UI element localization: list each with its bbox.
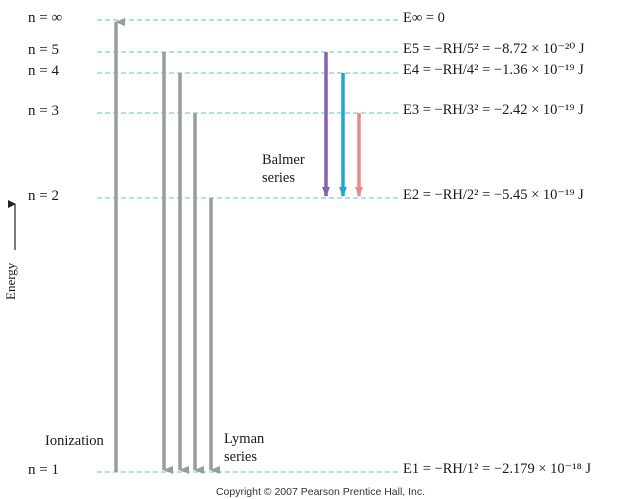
lyman-label-line-1: Lyman <box>224 431 265 447</box>
copyright-notice: Copyright © 2007 Pearson Prentice Hall, … <box>215 486 426 498</box>
lyman-arrows <box>162 52 220 474</box>
balmer-label-line-2: series <box>262 170 296 186</box>
n-label-2: n = 2 <box>28 188 59 204</box>
energy-label-inf: E∞ = 0 <box>403 10 445 26</box>
n-label-1: n = 1 <box>28 462 59 478</box>
n-label-5: n = 5 <box>28 42 59 58</box>
energy-label-1: E1 = −RH/1² = −2.179 × 10⁻¹⁸ J <box>403 461 591 477</box>
energy-label-5: E5 = −RH/5² = −8.72 × 10⁻²⁰ J <box>403 41 585 57</box>
balmer-arrows <box>322 52 363 197</box>
n-label-4: n = 4 <box>28 63 59 79</box>
balmer-label-line-1: Balmer <box>262 152 305 168</box>
energy-label-2: E2 = −RH/2² = −5.45 × 10⁻¹⁹ J <box>403 187 584 203</box>
ionization-label: Ionization <box>45 433 104 449</box>
lyman-series-label: Lyman series <box>224 430 264 466</box>
n-label-3: n = 3 <box>28 103 59 119</box>
energy-axis-label: Energy <box>3 262 18 300</box>
energy-label-4: E4 = −RH/4² = −1.36 × 10⁻¹⁹ J <box>403 62 584 78</box>
balmer-series-label: Balmer series <box>262 151 305 187</box>
lyman-label-line-2: series <box>224 449 258 465</box>
energy-label-3: E3 = −RH/3² = −2.42 × 10⁻¹⁹ J <box>403 102 584 118</box>
level-lines <box>97 19 398 473</box>
n-label-inf: n = ∞ <box>28 10 63 26</box>
